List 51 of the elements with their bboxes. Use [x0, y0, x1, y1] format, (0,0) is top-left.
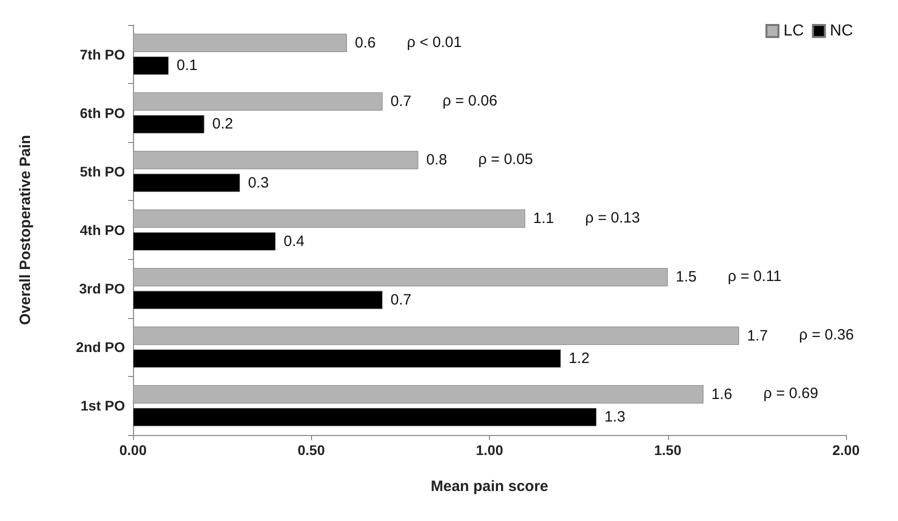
x-tick-label: 2.00	[832, 442, 860, 458]
data-label: 1.1	[533, 210, 554, 228]
data-label: 0.8	[426, 152, 448, 169]
y-tick-label: 5th PO	[80, 163, 126, 180]
x-tick-label: 0.50	[298, 442, 326, 458]
annotation: ρ = 0.69	[763, 385, 818, 402]
x-tick-label: 1.00	[476, 442, 504, 458]
y-tick-label: 6th PO	[80, 104, 126, 121]
data-label: 0.4	[284, 232, 304, 250]
annotation: ρ = 0.05	[478, 150, 534, 168]
bar	[133, 174, 240, 192]
data-label: 1.3	[604, 408, 626, 426]
bar	[133, 349, 561, 368]
y-tick-label: 2nd PO	[76, 339, 126, 356]
legend-label: NC	[830, 22, 853, 40]
bar	[133, 385, 704, 404]
data-label: 1.6	[711, 386, 732, 403]
data-label: 1.7	[747, 327, 768, 344]
bar	[133, 92, 383, 111]
annotation: ρ = 0.13	[585, 210, 640, 226]
y-tick-label: 7th PO	[80, 46, 126, 62]
bar	[133, 115, 204, 134]
annotation: ρ = 0.11	[728, 268, 782, 286]
x-axis-title: Mean pain score	[430, 478, 548, 495]
bar	[133, 326, 740, 345]
bar	[133, 232, 276, 250]
bar	[133, 34, 347, 52]
bar	[133, 408, 596, 426]
annotation: ρ = 0.36	[799, 326, 854, 344]
data-label: 0.6	[354, 34, 376, 52]
data-label: 1.5	[676, 268, 697, 286]
annotation: ρ = 0.06	[442, 92, 498, 110]
annotation: ρ < 0.01	[406, 34, 462, 51]
bar	[133, 290, 383, 310]
bar	[133, 150, 418, 170]
data-label: 0.7	[390, 92, 412, 110]
bar	[133, 210, 526, 228]
data-label: 1.2	[568, 350, 590, 368]
x-tick-label: 0.00	[119, 442, 147, 458]
y-tick-label: 1st PO	[80, 398, 126, 414]
x-tick-label: 1.50	[654, 442, 682, 458]
bar	[133, 56, 169, 75]
data-label: 0.3	[248, 174, 269, 192]
data-label: 0.7	[390, 291, 412, 308]
y-tick-label: 3rd PO	[79, 280, 126, 297]
data-label: 0.1	[176, 57, 198, 74]
y-tick-label: 4th PO	[80, 222, 126, 238]
data-label: 0.2	[212, 116, 234, 133]
legend-label: LC	[783, 22, 804, 40]
bar	[133, 268, 668, 286]
y-axis-title: Overall Postoperative Pain	[17, 134, 34, 326]
